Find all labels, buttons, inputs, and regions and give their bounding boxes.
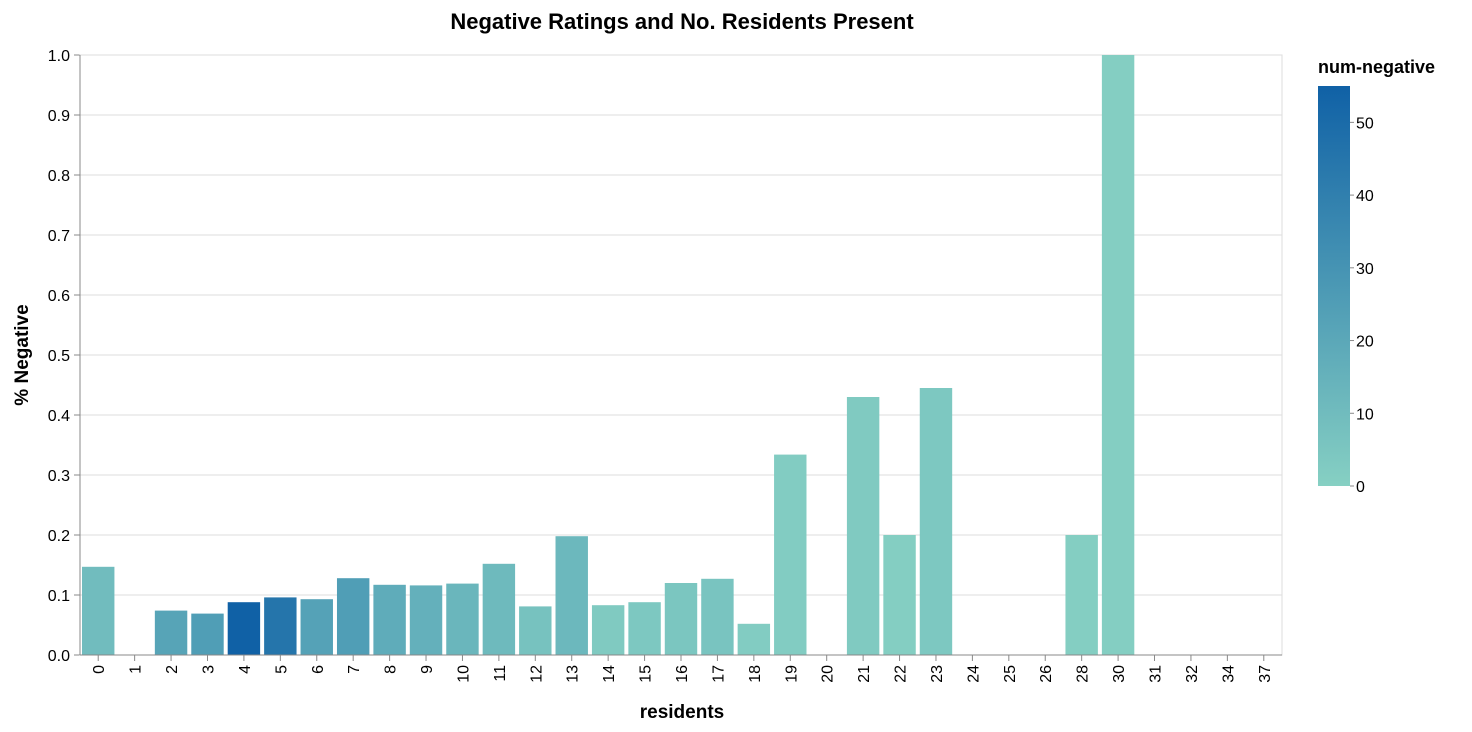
y-tick-label: 0.1 [48,588,70,605]
x-tick-label: 21 [856,665,873,683]
bar-residents-13 [555,536,588,655]
y-axis-title: % Negative [12,304,33,405]
bar-residents-18 [737,623,771,655]
chart-title: Negative Ratings and No. Residents Prese… [450,9,914,34]
x-tick-label: 2 [164,665,181,674]
y-tick-label: 0.0 [48,648,70,665]
x-tick-label: 13 [565,665,582,683]
x-tick-label: 19 [783,665,800,683]
bar-residents-3 [191,613,224,655]
legend-tick-label: 30 [1356,261,1374,278]
y-tick-label: 0.7 [48,228,70,245]
y-tick-label: 0.8 [48,168,70,185]
legend-tick-label: 20 [1356,334,1374,351]
x-axis-title: residents [640,702,724,723]
x-tick-label: 8 [383,665,400,674]
bar-residents-22 [883,535,916,655]
x-tick-label: 11 [492,665,509,682]
bar-residents-21 [846,397,880,655]
x-tick-label: 0 [91,665,108,674]
x-tick-label: 5 [273,665,290,674]
x-tick-label: 37 [1257,665,1274,683]
bar-residents-28 [1065,535,1098,655]
legend-title: num-negative [1318,57,1435,77]
x-tick-label: 9 [419,665,436,674]
x-tick-label: 24 [965,665,982,683]
bar-residents-2 [154,610,188,655]
legend-tick-label: 0 [1356,479,1365,496]
x-tick-label: 12 [528,665,545,683]
legend-tick-label: 50 [1356,115,1374,132]
bar-residents-10 [446,583,479,655]
y-tick-label: 0.4 [48,408,70,425]
x-tick-label: 7 [346,665,363,674]
x-tick-label: 20 [820,665,837,683]
bar-residents-16 [664,583,698,655]
bar-residents-0 [82,566,115,655]
x-tick-label: 32 [1184,665,1201,683]
bar-residents-9 [409,585,443,655]
x-tick-label: 23 [929,665,946,683]
x-tick-label: 34 [1220,665,1237,683]
y-tick-label: 0.9 [48,108,70,125]
y-tick-label: 0.2 [48,528,70,545]
bar-residents-23 [919,388,953,655]
bar-residents-19 [774,454,807,655]
x-tick-label: 16 [674,665,691,683]
bar-residents-6 [300,599,333,655]
bar-residents-4 [227,602,261,655]
legend-tick-label: 10 [1356,406,1374,423]
y-tick-label: 1.0 [48,48,70,65]
y-tick-label: 0.6 [48,288,70,305]
bar-residents-12 [519,606,552,655]
x-tick-label: 10 [455,665,472,683]
color-legend: num-negative 50 40 30 20 10 0 [1318,57,1435,496]
bar-residents-17 [701,578,734,655]
x-tick-label: 1 [128,665,145,674]
y-tick-label: 0.5 [48,348,70,365]
bar-residents-5 [264,597,297,655]
x-tick-label: 14 [601,665,618,683]
plot-area: 0.00.10.20.30.40.50.60.70.80.91.00 1 2 3 4 5 6… [48,48,1283,683]
x-tick-label: 31 [1148,665,1165,683]
x-tick-label: 3 [200,665,217,674]
x-tick-label: 26 [1038,665,1055,683]
bar-residents-30 [1101,55,1135,655]
x-tick-label: 6 [310,665,327,674]
x-tick-label: 25 [1002,665,1019,683]
x-tick-label: 17 [710,665,727,683]
bar-residents-15 [628,602,661,655]
legend-tick-label: 40 [1356,188,1374,205]
x-tick-label: 30 [1111,665,1128,683]
x-tick-label: 4 [237,665,254,674]
bar-residents-7 [336,578,370,655]
bar-residents-11 [482,563,516,655]
y-tick-label: 0.3 [48,468,70,485]
bar-residents-8 [373,584,406,655]
bar-residents-14 [591,605,625,655]
x-tick-label: 22 [893,665,910,683]
legend-gradient [1318,86,1350,486]
x-tick-label: 15 [638,665,655,683]
x-tick-label: 28 [1075,665,1092,683]
x-tick-label: 18 [747,665,764,683]
